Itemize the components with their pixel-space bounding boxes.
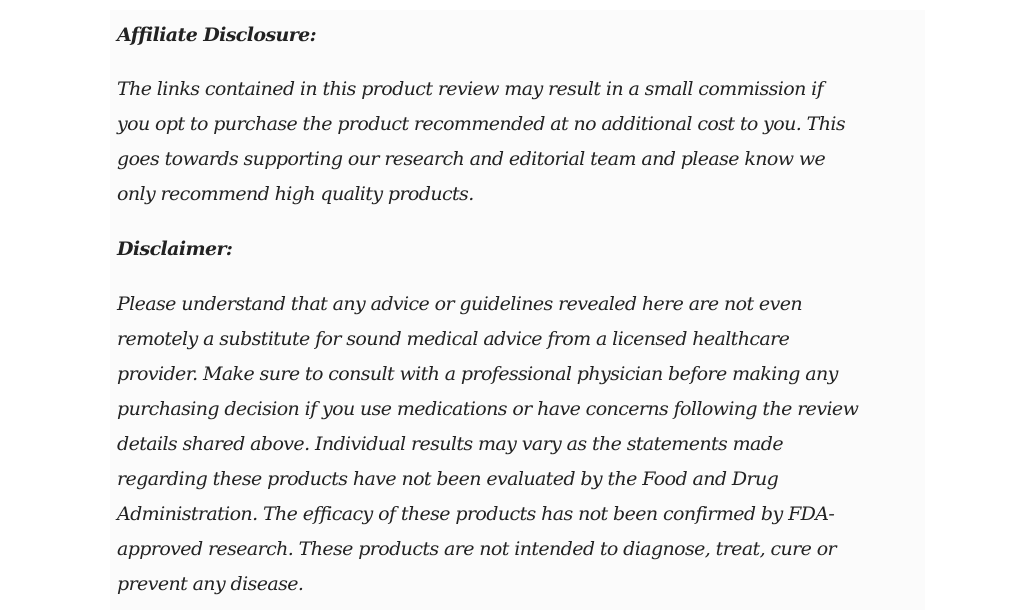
- text-line: purchasing decision if you use medicatio…: [117, 398, 859, 420]
- text-line: regarding these products have not been e…: [117, 468, 779, 490]
- text-line: only recommend high quality products.: [117, 183, 474, 205]
- affiliate-paragraph: The links contained in this product revi…: [117, 72, 937, 212]
- text-line: Please understand that any advice or gui…: [117, 293, 803, 315]
- text-line: prevent any disease.: [117, 573, 304, 595]
- text-line: approved research. These products are no…: [117, 538, 837, 560]
- text-line: Administration. The efficacy of these pr…: [117, 503, 835, 525]
- text-line: provider. Make sure to consult with a pr…: [117, 363, 838, 385]
- text-line: you opt to purchase the product recommen…: [117, 113, 846, 135]
- text-line: remotely a substitute for sound medical …: [117, 328, 790, 350]
- text-line: details shared above. Individual results…: [117, 433, 784, 455]
- text-line: goes towards supporting our research and…: [117, 148, 826, 170]
- text-line: The links contained in this product revi…: [117, 78, 824, 100]
- disclosure-content: Affiliate Disclosure: The links containe…: [117, 18, 937, 602]
- disclaimer-paragraph: Please understand that any advice or gui…: [117, 287, 937, 602]
- disclosure-panel: [110, 10, 925, 610]
- disclaimer-heading: Disclaimer:: [117, 238, 233, 260]
- affiliate-heading: Affiliate Disclosure:: [117, 24, 317, 46]
